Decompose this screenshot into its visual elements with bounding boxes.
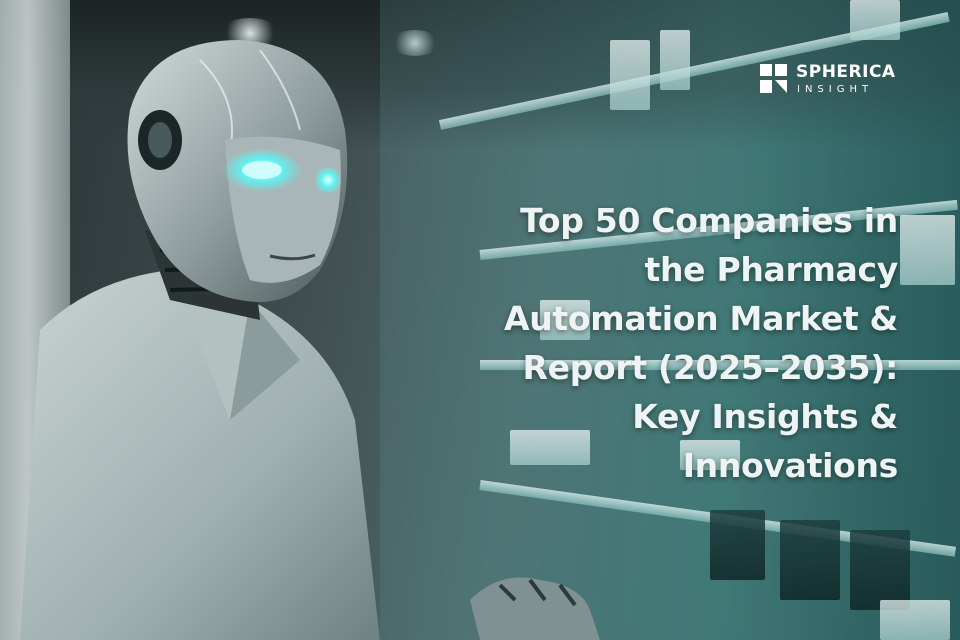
spherica-insight-logo: SPHERICA INSIGHT [760,62,900,102]
medicine-box [710,510,765,580]
headline-line: Top 50 Companies in [520,201,898,240]
headline-line: Innovations [682,446,899,485]
medicine-box [880,600,950,640]
medicine-box [900,215,955,285]
headline: Top 50 Companies in the Pharmacy Automat… [378,196,898,490]
coat-collar [230,300,300,420]
medicine-box [850,0,900,40]
headline-line: Report (2025–2035): [522,348,899,387]
medicine-box [540,300,590,340]
medicine-box [680,440,740,470]
medicine-box [850,530,910,610]
brand-name: SPHERICA [796,62,896,82]
medicine-box [660,30,690,90]
robot-eye [314,166,342,194]
spherica-logo-mark-icon [760,64,787,93]
pharmacy-shelves [380,0,960,640]
headline-line: Key Insights & [632,397,898,436]
medicine-box [780,520,840,600]
brand-subtitle: INSIGHT [797,84,874,95]
headline-line: Automation Market & [503,299,898,338]
medicine-box [510,430,590,465]
shelf [480,360,960,370]
headline-line: the Pharmacy [644,250,899,289]
medicine-box [610,40,650,110]
